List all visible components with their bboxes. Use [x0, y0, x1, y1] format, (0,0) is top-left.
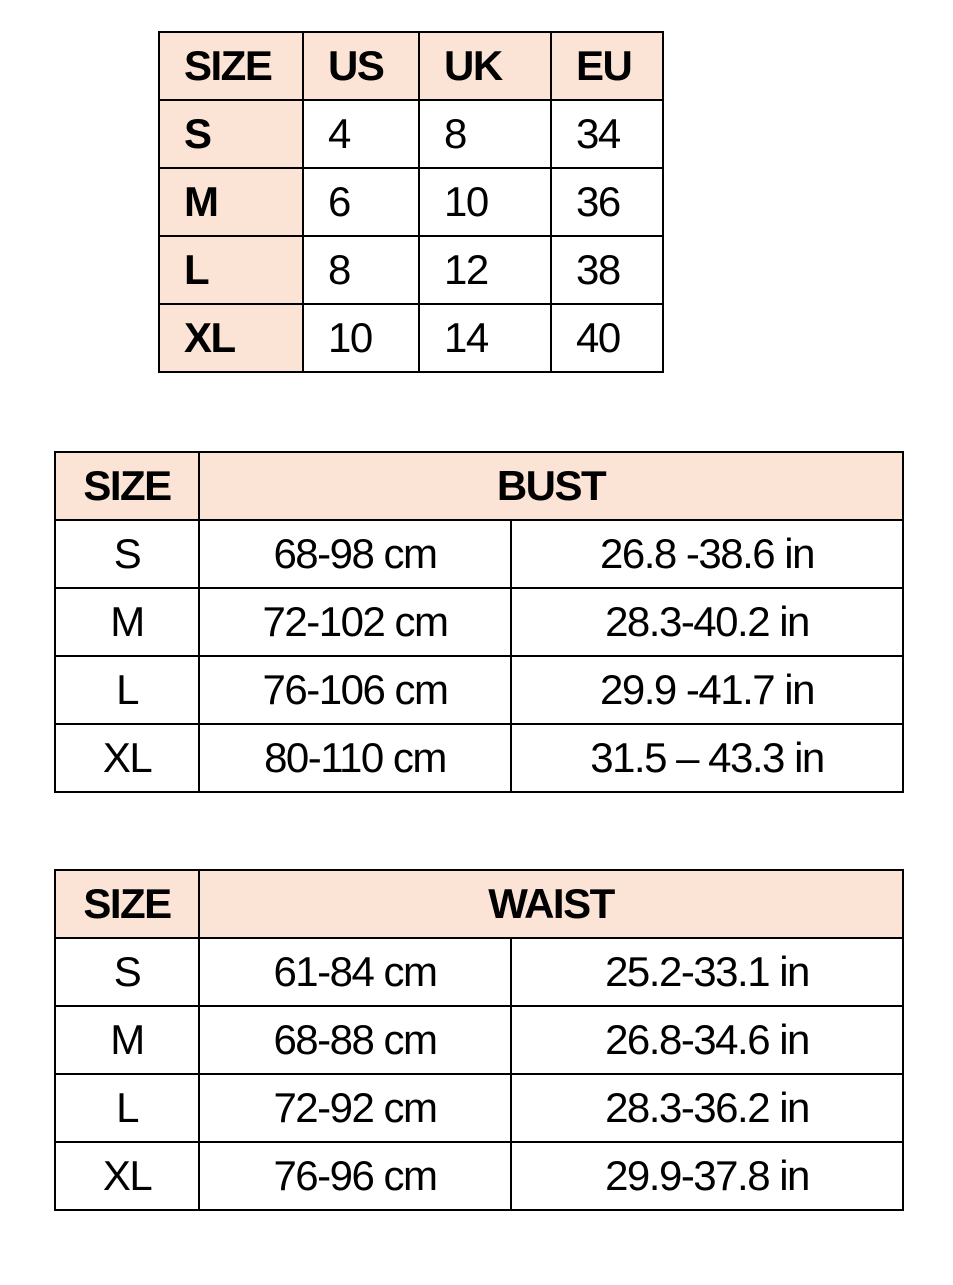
size-cell: M [54, 1005, 200, 1075]
table-row: XL 80-110 cm 31.5 – 43.3 in [54, 723, 904, 793]
value-cell: 36 [550, 167, 664, 237]
table-row: S 68-98 cm 26.8 -38.6 in [54, 519, 904, 589]
value-cell: 14 [418, 303, 552, 373]
cm-cell: 68-98 cm [198, 519, 512, 589]
value-cell: 40 [550, 303, 664, 373]
inch-cell: 28.3-40.2 in [510, 587, 904, 657]
value-cell: 4 [302, 99, 420, 169]
table-row: L 8 12 38 [158, 235, 664, 305]
size-cell: S [54, 519, 200, 589]
size-cell: L [54, 1073, 200, 1143]
size-cell: XL [54, 723, 200, 793]
header-cell: SIZE [54, 451, 200, 521]
bust-size-table: SIZE BUST S 68-98 cm 26.8 -38.6 in M 72-102 cm… [54, 451, 904, 793]
table-row: XL 76-96 cm 29.9-37.8 in [54, 1141, 904, 1211]
value-cell: 10 [302, 303, 420, 373]
value-cell: 8 [418, 99, 552, 169]
size-cell: XL [158, 303, 304, 373]
size-conversion-table: SIZE US UK EU S 4 8 34 M 6 10 36 L 8 12 38 XL 10 14 40 [158, 31, 664, 373]
header-row: SIZE WAIST [54, 869, 904, 939]
size-cell: L [54, 655, 200, 725]
inch-cell: 29.9 -41.7 in [510, 655, 904, 725]
waist-size-table: SIZE WAIST S 61-84 cm 25.2-33.1 in M 68-88 cm 2… [54, 869, 904, 1211]
cm-cell: 72-102 cm [198, 587, 512, 657]
header-row: SIZE BUST [54, 451, 904, 521]
table-row: L 72-92 cm 28.3-36.2 in [54, 1073, 904, 1143]
table-row: S 61-84 cm 25.2-33.1 in [54, 937, 904, 1007]
header-row: SIZE US UK EU [158, 31, 664, 101]
value-cell: 10 [418, 167, 552, 237]
value-cell: 34 [550, 99, 664, 169]
table-row: M 68-88 cm 26.8-34.6 in [54, 1005, 904, 1075]
table-row: L 76-106 cm 29.9 -41.7 in [54, 655, 904, 725]
cm-cell: 68-88 cm [198, 1005, 512, 1075]
cm-cell: 76-96 cm [198, 1141, 512, 1211]
cm-cell: 72-92 cm [198, 1073, 512, 1143]
value-cell: 12 [418, 235, 552, 305]
header-cell: BUST [198, 451, 904, 521]
cm-cell: 61-84 cm [198, 937, 512, 1007]
table-row: S 4 8 34 [158, 99, 664, 169]
header-cell: EU [550, 31, 664, 101]
cm-cell: 76-106 cm [198, 655, 512, 725]
inch-cell: 29.9-37.8 in [510, 1141, 904, 1211]
table-row: M 6 10 36 [158, 167, 664, 237]
header-cell: SIZE [158, 31, 304, 101]
table-row: XL 10 14 40 [158, 303, 664, 373]
inch-cell: 25.2-33.1 in [510, 937, 904, 1007]
header-cell: UK [418, 31, 552, 101]
inch-cell: 26.8-34.6 in [510, 1005, 904, 1075]
size-cell: S [54, 937, 200, 1007]
inch-cell: 28.3-36.2 in [510, 1073, 904, 1143]
value-cell: 6 [302, 167, 420, 237]
inch-cell: 31.5 – 43.3 in [510, 723, 904, 793]
size-cell: M [54, 587, 200, 657]
table-row: M 72-102 cm 28.3-40.2 in [54, 587, 904, 657]
value-cell: 38 [550, 235, 664, 305]
header-cell: US [302, 31, 420, 101]
inch-cell: 26.8 -38.6 in [510, 519, 904, 589]
size-cell: L [158, 235, 304, 305]
value-cell: 8 [302, 235, 420, 305]
size-cell: M [158, 167, 304, 237]
header-cell: SIZE [54, 869, 200, 939]
size-cell: S [158, 99, 304, 169]
size-cell: XL [54, 1141, 200, 1211]
cm-cell: 80-110 cm [198, 723, 512, 793]
header-cell: WAIST [198, 869, 904, 939]
